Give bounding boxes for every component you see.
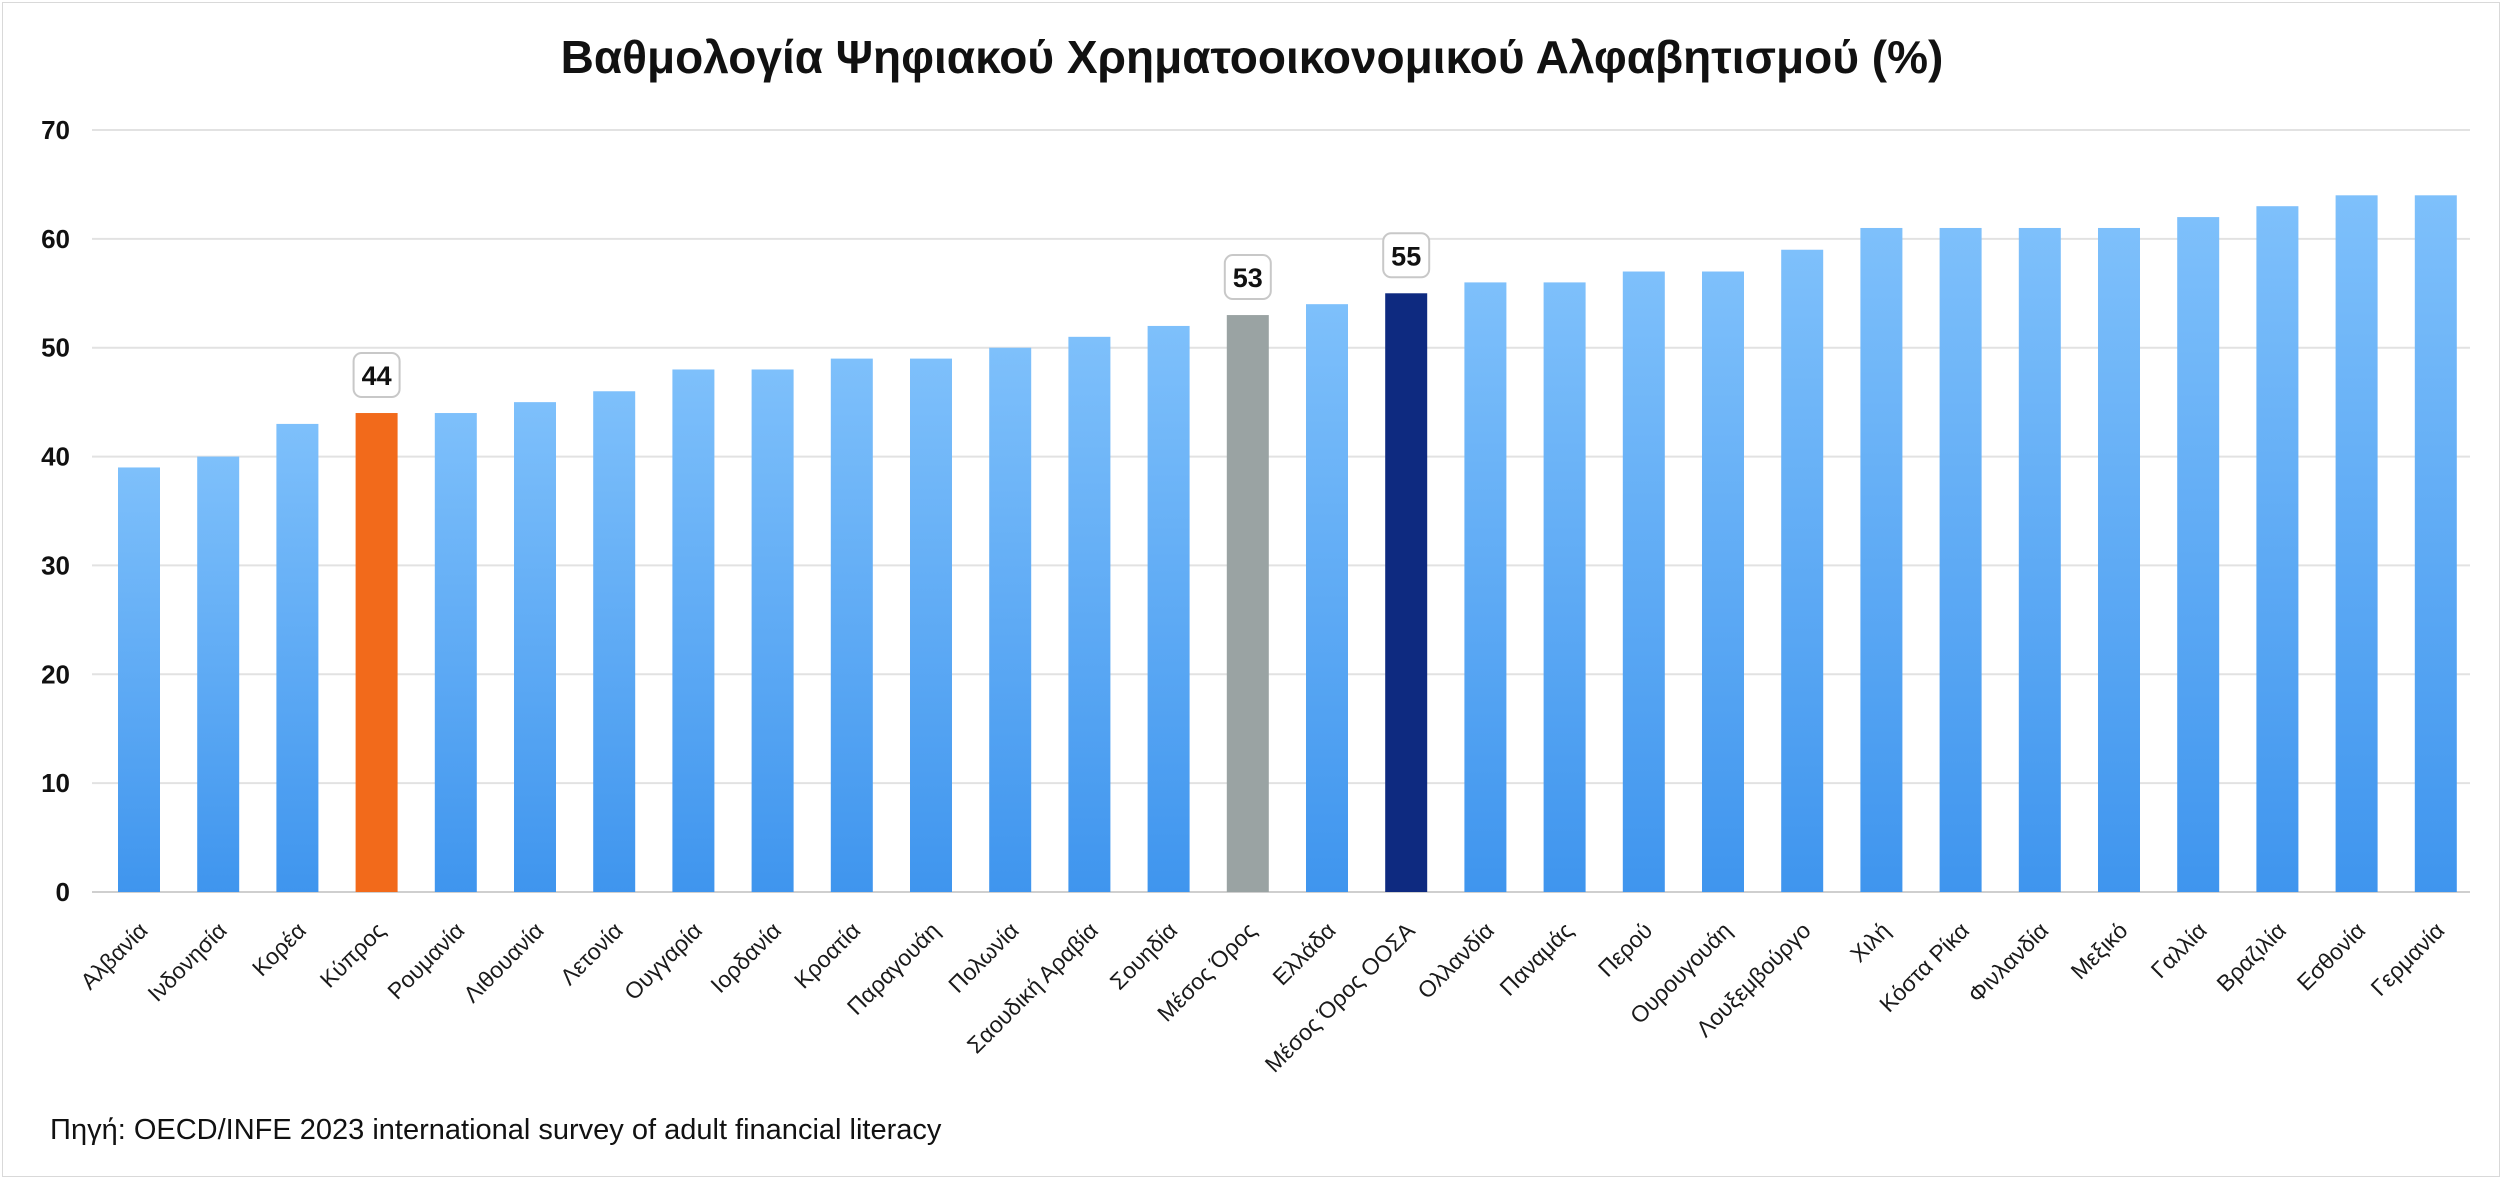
x-category-label: Ινδονησία [142,917,231,1006]
x-category-label: Γαλλία [2146,917,2212,983]
bar [2256,206,2299,892]
data-label-value: 44 [362,361,392,391]
bar [2177,217,2220,893]
data-labels: 44 53 55 [352,232,1431,399]
x-category-label: Ουγγαρία [619,917,707,1005]
x-category-label: Αλβανία [75,917,152,994]
x-category-label: Λιθουανία [458,917,548,1007]
x-category-label: Γερμανία [2366,917,2450,1001]
bar [989,347,1032,892]
x-category-label: Εσθονία [2292,917,2371,996]
bar [2335,195,2378,893]
gridlines [92,129,2470,893]
data-label-value: 55 [1391,241,1421,271]
y-tick-label: 30 [41,550,70,580]
bar [593,391,636,892]
data-label-box [1223,254,1272,301]
bar [1147,325,1190,892]
data-label: 53 [1223,254,1272,301]
x-category-label: Ολλανδία [1412,917,1499,1004]
x-category-label: Σουηδία [1105,917,1182,994]
bar [1781,249,1824,892]
y-tick-label: 70 [41,115,70,145]
x-category-label: Λετονία [555,917,628,990]
bar [1543,282,1586,892]
x-category-label: Φινλανδία [1963,917,2054,1008]
x-category-label: Περού [1593,917,1658,982]
x-category-label: Κορέα [247,917,311,981]
data-label-box [352,352,401,399]
bar [751,369,794,892]
data-label: 55 [1382,232,1431,279]
bar [1622,271,1665,892]
source-note: Πηγή: OECD/INFE 2023 international surve… [50,1114,942,1146]
bar [118,467,160,892]
bars [118,195,2457,893]
x-category-label: Κροατία [789,917,865,993]
bar [1226,315,1269,892]
x-category-label: Ιορδανία [705,917,786,998]
x-category-label: Μεξικό [2065,917,2132,984]
bar [672,369,715,892]
y-tick-label: 0 [56,877,70,907]
bar [1306,304,1348,893]
bar [197,456,240,892]
data-label-box [1382,232,1431,279]
bar [2414,195,2457,893]
bar [1464,282,1507,892]
y-tick-label: 40 [41,442,70,472]
y-axis-ticks: 0 10 20 30 40 50 60 70 [41,115,70,907]
x-category-label: Κύπρος [315,917,390,992]
x-category-label: Πολωνία [943,917,1024,998]
data-label: 44 [352,352,401,399]
bar [1385,293,1428,892]
bar [830,358,873,893]
y-tick-label: 60 [41,224,70,254]
x-category-label: Χιλή [1845,917,1895,967]
bar [276,423,319,892]
bar [2098,227,2140,892]
x-category-label: Ελλάδα [1267,917,1340,990]
x-category-label: Μέσος Όρος ΟΟΣΑ [1260,917,1421,1078]
bar [2018,227,2061,892]
data-label-value: 53 [1233,263,1263,293]
bar [910,358,952,893]
x-category-label: Ρουμανία [382,917,469,1004]
x-category-label: Βραζιλία [2211,917,2291,997]
bar [1860,227,1903,892]
y-tick-label: 50 [41,333,70,363]
bar [355,413,398,892]
y-tick-label: 20 [41,659,70,689]
bar [434,413,477,892]
bar [1068,336,1111,892]
y-tick-label: 10 [41,768,70,798]
bar [514,402,556,892]
bar [1702,271,1744,892]
chart-title: Βαθμολογία Ψηφιακού Χρηματοοικονομικού Α… [560,31,1944,83]
x-category-label: Παναμάς [1494,917,1578,1001]
bar [1939,227,1982,892]
